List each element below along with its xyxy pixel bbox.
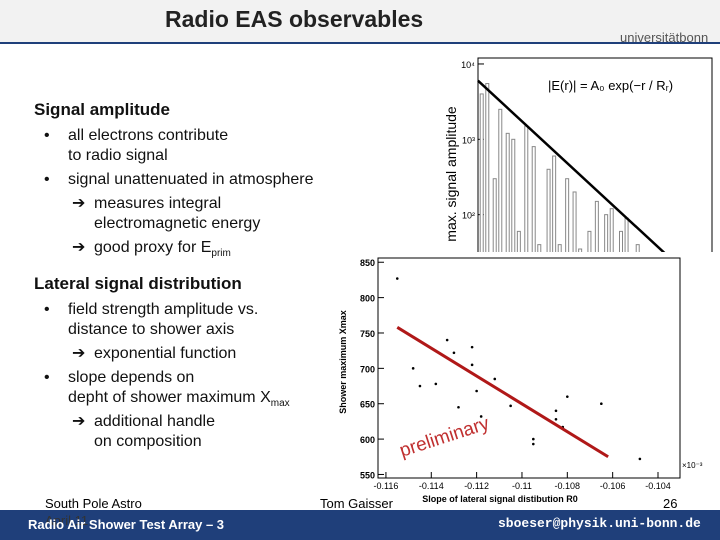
y-tick-label: 10⁴ [461, 60, 475, 70]
footer-bar [0, 510, 720, 540]
footer-author: Tom Gaisser [320, 496, 393, 511]
section-heading: Lateral signal distribution [34, 274, 242, 293]
point [445, 338, 449, 342]
x-tick-label: -0.106 [600, 481, 626, 491]
logo: universitätbonn [620, 30, 709, 45]
bullet: measures integral electromagnetic energy [72, 194, 261, 234]
y-tick-label: 850 [360, 258, 375, 268]
fit-line [396, 326, 609, 459]
point [470, 345, 474, 349]
formula: |E(r)| = A₀ exp(−r / Rᵣ) [548, 78, 673, 93]
point [566, 395, 569, 398]
y-axis-label: max. signal amplitude [443, 106, 459, 242]
bullet: signal unattenuated in atmosphere [44, 170, 314, 190]
x-tick-label: -0.112 [464, 481, 489, 491]
point [638, 457, 642, 461]
bullet-text: slope depends on depht of shower maximum… [68, 369, 271, 406]
footer-date: April 11 [45, 513, 89, 528]
y-tick-label: 10³ [462, 135, 475, 145]
point [532, 437, 535, 441]
section-heading: Signal amplitude [34, 100, 171, 119]
exponent: ×10⁻³ [682, 461, 703, 470]
bullet-text: signal unattenuated in atmosphere [68, 171, 314, 188]
page-number: 26 [663, 496, 678, 511]
subscript: prim [211, 248, 231, 260]
point [411, 367, 415, 370]
footer-bar-right: sboeser@physik.uni-bonn.de [498, 516, 701, 531]
x-tick-label: -0.11 [512, 481, 532, 491]
bullet: good proxy for Eprim [72, 238, 231, 264]
point [493, 377, 497, 381]
bullet: slope depends on depht of shower maximum… [44, 368, 290, 414]
bullet-text: exponential function [94, 345, 237, 362]
xmax-chart: -0.116 -0.114 -0.112 -0.11 -0.108 -0.106 -0.10… [330, 252, 718, 508]
point [554, 417, 558, 421]
subscript: max [270, 398, 290, 410]
y-tick-label: 10² [462, 211, 475, 221]
bullet-text: good proxy for E [94, 239, 212, 256]
y-tick-label: 550 [360, 470, 375, 480]
y-tick-label: 800 [360, 294, 375, 304]
bullet-text: measures integral electromagnetic energy [94, 195, 261, 232]
point [470, 363, 474, 367]
formula-box [542, 64, 702, 106]
x-axis-label: Slope of lateral signal distibution R0 [422, 494, 578, 504]
point [434, 382, 438, 386]
footer-left: South Pole Astro [45, 496, 142, 511]
y-tick-label: 650 [360, 400, 375, 410]
point [457, 405, 460, 409]
point [509, 404, 512, 408]
bullet-text: all electrons contribute to radio signal [68, 127, 229, 164]
bullet-text: additional handle on composition [94, 413, 215, 450]
bullet: additional handle on composition [72, 412, 215, 452]
point [479, 415, 483, 418]
y-tick-label: 700 [360, 364, 375, 374]
point [418, 384, 422, 388]
bullet: field strength amplitude vs. distance to… [44, 300, 259, 340]
bullet: exponential function [72, 344, 237, 364]
x-tick-label: -0.108 [555, 481, 581, 491]
point [452, 351, 456, 355]
x-tick-label: -0.104 [645, 481, 671, 491]
point [475, 389, 478, 393]
x-tick-label: -0.114 [419, 481, 444, 491]
footer-bar-left: Radio Air Shower Test Array – 3 [28, 517, 225, 532]
y-axis-label: Shower maximum Xmax [338, 310, 348, 414]
x-tick-label: -0.116 [374, 481, 399, 491]
bullet: all electrons contribute to radio signal [44, 126, 229, 166]
y-tick-label: 600 [360, 435, 375, 445]
annotation: preliminary [397, 413, 492, 462]
point [600, 402, 603, 406]
point [554, 409, 558, 413]
header-bar [0, 0, 720, 44]
point [395, 277, 399, 280]
point [532, 442, 535, 446]
bullet-text: field strength amplitude vs. distance to… [68, 301, 259, 338]
slide-title: Radio EAS observables [165, 6, 424, 32]
y-tick-label: 750 [360, 329, 375, 339]
